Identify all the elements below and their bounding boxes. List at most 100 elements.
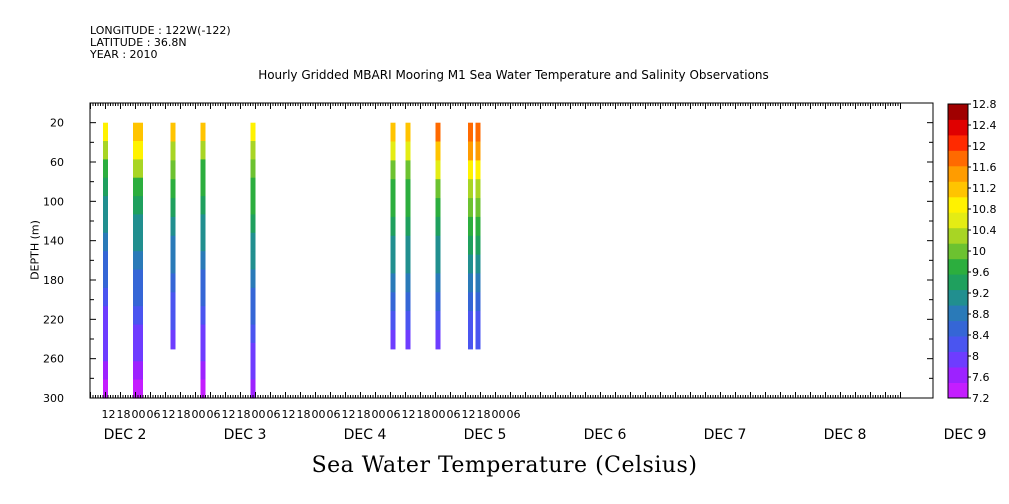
temperature-cell	[468, 141, 473, 161]
temperature-cell	[435, 235, 441, 256]
date-label: DEC 5	[464, 427, 507, 443]
temperature-cell	[133, 196, 143, 216]
temperature-cell	[103, 141, 108, 160]
temperature-cell	[390, 292, 396, 312]
x-tick-label: 00	[372, 408, 386, 421]
x-tick-label: 06	[507, 408, 521, 421]
temperature-cell	[468, 292, 473, 312]
temperature-cell	[435, 160, 441, 180]
temperature-cell	[250, 177, 256, 197]
colorbar-swatch	[948, 196, 968, 213]
temperature-cell	[475, 160, 481, 180]
x-tick-label: 00	[492, 408, 506, 421]
temperature-cell	[390, 330, 396, 350]
temperature-cell	[250, 196, 256, 216]
temperature-cell	[200, 251, 206, 271]
x-tick-label: 06	[267, 408, 281, 421]
colorbar-variable-label: Sea Water Temperature (Celsius)	[311, 453, 698, 478]
temperature-cell	[170, 122, 176, 143]
x-tick-label: 00	[192, 408, 206, 421]
temperature-cell	[170, 198, 176, 218]
temperature-cell	[250, 141, 256, 160]
temperature-cell	[468, 235, 473, 256]
date-label: DEC 8	[824, 427, 867, 443]
colorbar-swatch	[948, 150, 968, 167]
x-tick-label: 06	[387, 408, 401, 421]
temperature-cell	[435, 292, 441, 312]
x-tick-label: 12	[102, 408, 116, 421]
temperature-cell	[468, 330, 473, 350]
colorbar-swatch	[948, 274, 968, 291]
temperature-cell	[390, 216, 396, 237]
temperature-cell	[390, 254, 396, 274]
temperature-cell	[103, 251, 108, 271]
temperature-cell	[250, 232, 256, 252]
y-tick-label: 260	[43, 353, 64, 366]
date-label: DEC 3	[224, 427, 267, 443]
colorbar-swatch	[948, 243, 968, 260]
temperature-cell	[133, 269, 143, 289]
date-label: DEC 4	[344, 427, 387, 443]
colorbar-swatch	[948, 305, 968, 322]
temperature-cell	[250, 251, 256, 271]
colorbar-tick-label: 12	[972, 140, 986, 153]
temperature-cell	[170, 160, 176, 180]
colorbar-swatch	[948, 212, 968, 229]
x-tick-label: 12	[462, 408, 476, 421]
colorbar-swatch	[948, 104, 968, 120]
x-tick-label: 18	[477, 408, 491, 421]
colorbar-swatch	[948, 289, 968, 306]
y-tick-label: 20	[50, 117, 64, 130]
y-tick-label: 180	[43, 274, 64, 287]
x-tick-label: 18	[237, 408, 251, 421]
temperature-cell	[133, 214, 143, 234]
temperature-cell	[468, 179, 473, 199]
temperature-cell	[200, 141, 206, 160]
temperature-cell	[200, 361, 206, 381]
colorbar-tick-label: 11.2	[972, 182, 997, 195]
temperature-cell	[103, 232, 108, 252]
temperature-cell	[475, 311, 481, 331]
temperature-cell	[405, 235, 411, 256]
temperature-cell	[250, 159, 256, 179]
x-tick-label: 12	[162, 408, 176, 421]
temperature-cell	[200, 232, 206, 252]
temperature-cell	[405, 179, 411, 199]
temperature-cell	[200, 269, 206, 289]
colorbar-swatch	[948, 320, 968, 337]
temperature-cell	[475, 330, 481, 350]
y-tick-label: 60	[50, 156, 64, 169]
temperature-cell	[250, 269, 256, 289]
colorbar-swatch	[948, 134, 968, 151]
date-label: DEC 9	[944, 427, 987, 443]
colorbar-tick-label: 7.6	[972, 371, 990, 384]
temperature-cell	[133, 232, 143, 252]
colorbar-swatch	[948, 351, 968, 368]
temperature-cell	[103, 324, 108, 344]
temperature-cell	[390, 198, 396, 218]
colorbar-swatch	[948, 367, 968, 383]
x-tick-label: 12	[402, 408, 416, 421]
temperature-cell	[475, 235, 481, 256]
temperature-cell	[103, 269, 108, 289]
temperature-cell	[390, 179, 396, 199]
temperature-cell	[170, 216, 176, 237]
year-label: YEAR : 2010	[90, 48, 158, 61]
temperature-cell	[133, 141, 143, 160]
x-tick-label: 00	[432, 408, 446, 421]
colorbar-swatch	[948, 336, 968, 352]
x-tick-label: 06	[447, 408, 461, 421]
temperature-cell	[170, 311, 176, 331]
x-tick-label: 18	[177, 408, 191, 421]
colorbar-tick-label: 8.8	[972, 308, 990, 321]
temperature-cell	[475, 216, 481, 237]
temperature-cell	[390, 311, 396, 331]
temperature-cell	[133, 159, 143, 179]
colorbar-swatch	[948, 258, 968, 275]
y-tick-label: 220	[43, 313, 64, 326]
date-label: DEC 2	[104, 427, 147, 443]
temperature-cell	[103, 159, 108, 179]
temperature-cell	[475, 273, 481, 293]
date-label: DEC 7	[704, 427, 747, 443]
temperature-cell	[103, 379, 108, 399]
